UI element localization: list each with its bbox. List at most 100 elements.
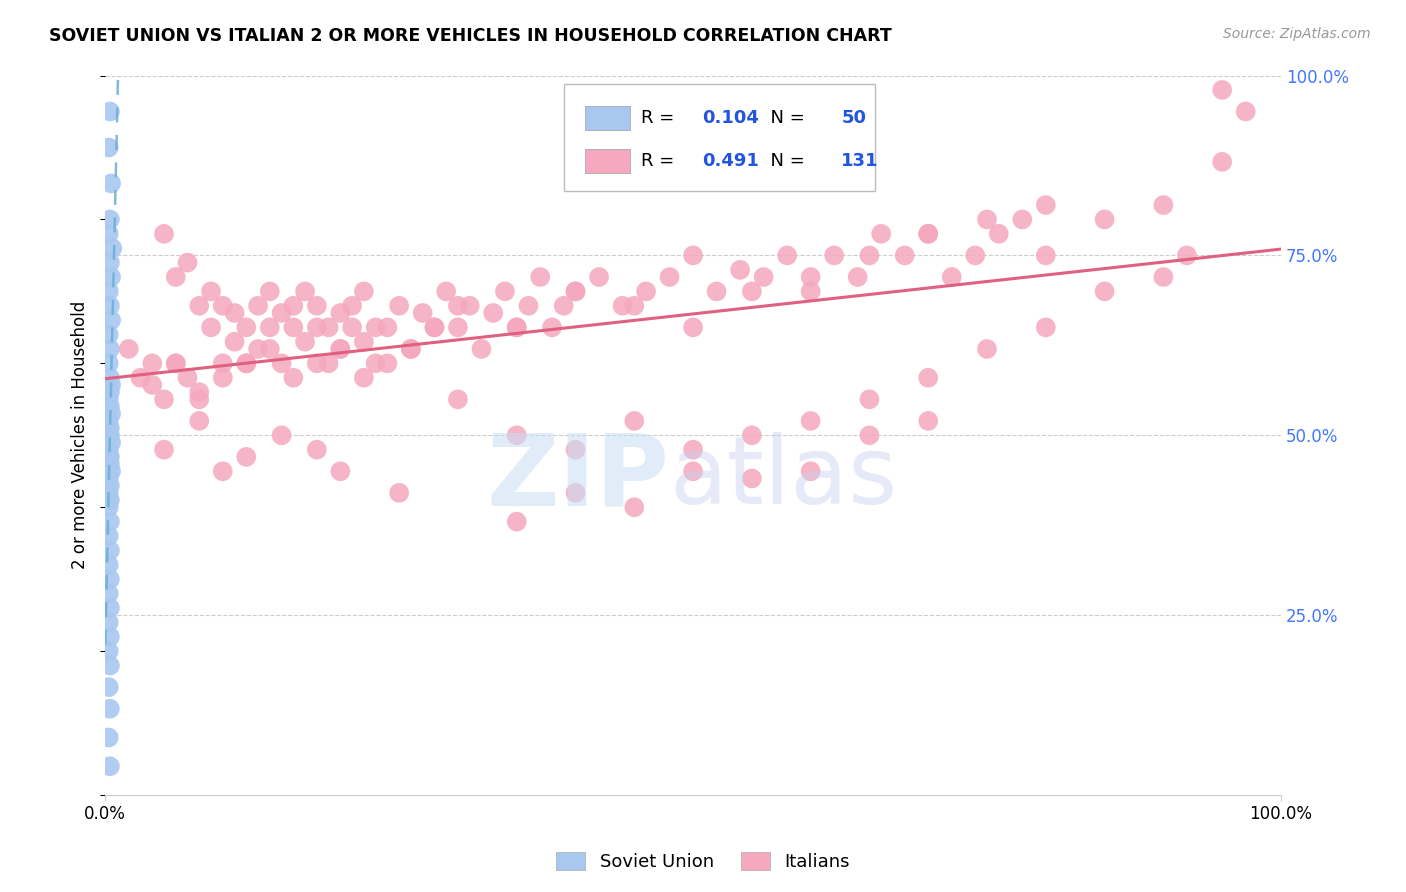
Point	[377, 320, 399, 334]
Point	[506, 515, 529, 529]
Point	[965, 248, 987, 262]
Point	[97, 227, 120, 241]
Point	[224, 306, 246, 320]
Point	[188, 414, 211, 428]
Point	[98, 515, 121, 529]
Point	[305, 320, 328, 334]
Point	[482, 306, 505, 320]
Point	[98, 342, 121, 356]
Point	[176, 370, 198, 384]
Point	[893, 248, 915, 262]
Text: R =: R =	[641, 153, 681, 170]
Point	[634, 285, 657, 299]
Point	[98, 212, 121, 227]
Point	[658, 270, 681, 285]
Point	[153, 392, 176, 407]
Point	[1094, 285, 1116, 299]
Text: Source: ZipAtlas.com: Source: ZipAtlas.com	[1223, 27, 1371, 41]
Point	[165, 356, 187, 370]
Point	[188, 385, 211, 400]
Point	[1211, 154, 1233, 169]
Point	[97, 586, 120, 600]
Point	[259, 342, 281, 356]
Point	[987, 227, 1010, 241]
Point	[247, 299, 270, 313]
Point	[800, 414, 823, 428]
Point	[165, 356, 187, 370]
Point	[741, 285, 763, 299]
Point	[917, 370, 939, 384]
Point	[98, 572, 121, 586]
Point	[235, 356, 257, 370]
Point	[235, 450, 257, 464]
Point	[447, 392, 470, 407]
Point	[98, 457, 121, 471]
Point	[283, 370, 305, 384]
Point	[283, 299, 305, 313]
Point	[329, 342, 352, 356]
Point	[564, 285, 586, 299]
Point	[564, 442, 586, 457]
Point	[329, 306, 352, 320]
Point	[776, 248, 799, 262]
Point	[612, 299, 634, 313]
Point	[211, 464, 233, 478]
Text: atlas: atlas	[669, 433, 898, 524]
Point	[858, 428, 880, 442]
Point	[98, 658, 121, 673]
Point	[412, 306, 434, 320]
Point	[270, 306, 292, 320]
Text: 0.104: 0.104	[703, 109, 759, 127]
Point	[176, 255, 198, 269]
Point	[224, 334, 246, 349]
Point	[98, 759, 121, 773]
Point	[623, 299, 645, 313]
Point	[941, 270, 963, 285]
Point	[97, 486, 120, 500]
Point	[118, 342, 141, 356]
Point	[917, 414, 939, 428]
Point	[200, 285, 222, 299]
Point	[976, 342, 998, 356]
Point	[1035, 320, 1057, 334]
Point	[800, 270, 823, 285]
Point	[741, 471, 763, 485]
Point	[1035, 198, 1057, 212]
Point	[1175, 248, 1198, 262]
Point	[458, 299, 481, 313]
Point	[564, 285, 586, 299]
Text: N =: N =	[759, 109, 810, 127]
Point	[318, 320, 340, 334]
Point	[294, 285, 316, 299]
Point	[388, 486, 411, 500]
Point	[423, 320, 446, 334]
Point	[97, 644, 120, 658]
Point	[423, 320, 446, 334]
Point	[917, 227, 939, 241]
Point	[211, 299, 233, 313]
Point	[353, 285, 375, 299]
Point	[98, 421, 121, 435]
Point	[97, 731, 120, 745]
Point	[100, 270, 122, 285]
Point	[100, 313, 122, 327]
Point	[506, 428, 529, 442]
Text: R =: R =	[641, 109, 681, 127]
Point	[101, 241, 124, 255]
Point	[353, 334, 375, 349]
Point	[100, 378, 122, 392]
Point	[165, 270, 187, 285]
Point	[97, 327, 120, 342]
Point	[97, 500, 120, 515]
Point	[100, 177, 122, 191]
Point	[623, 414, 645, 428]
Point	[98, 400, 121, 414]
Point	[305, 442, 328, 457]
Point	[706, 285, 728, 299]
Point	[98, 630, 121, 644]
Point	[682, 248, 704, 262]
FancyBboxPatch shape	[585, 106, 630, 130]
Point	[98, 428, 121, 442]
Point	[97, 558, 120, 572]
Point	[305, 356, 328, 370]
